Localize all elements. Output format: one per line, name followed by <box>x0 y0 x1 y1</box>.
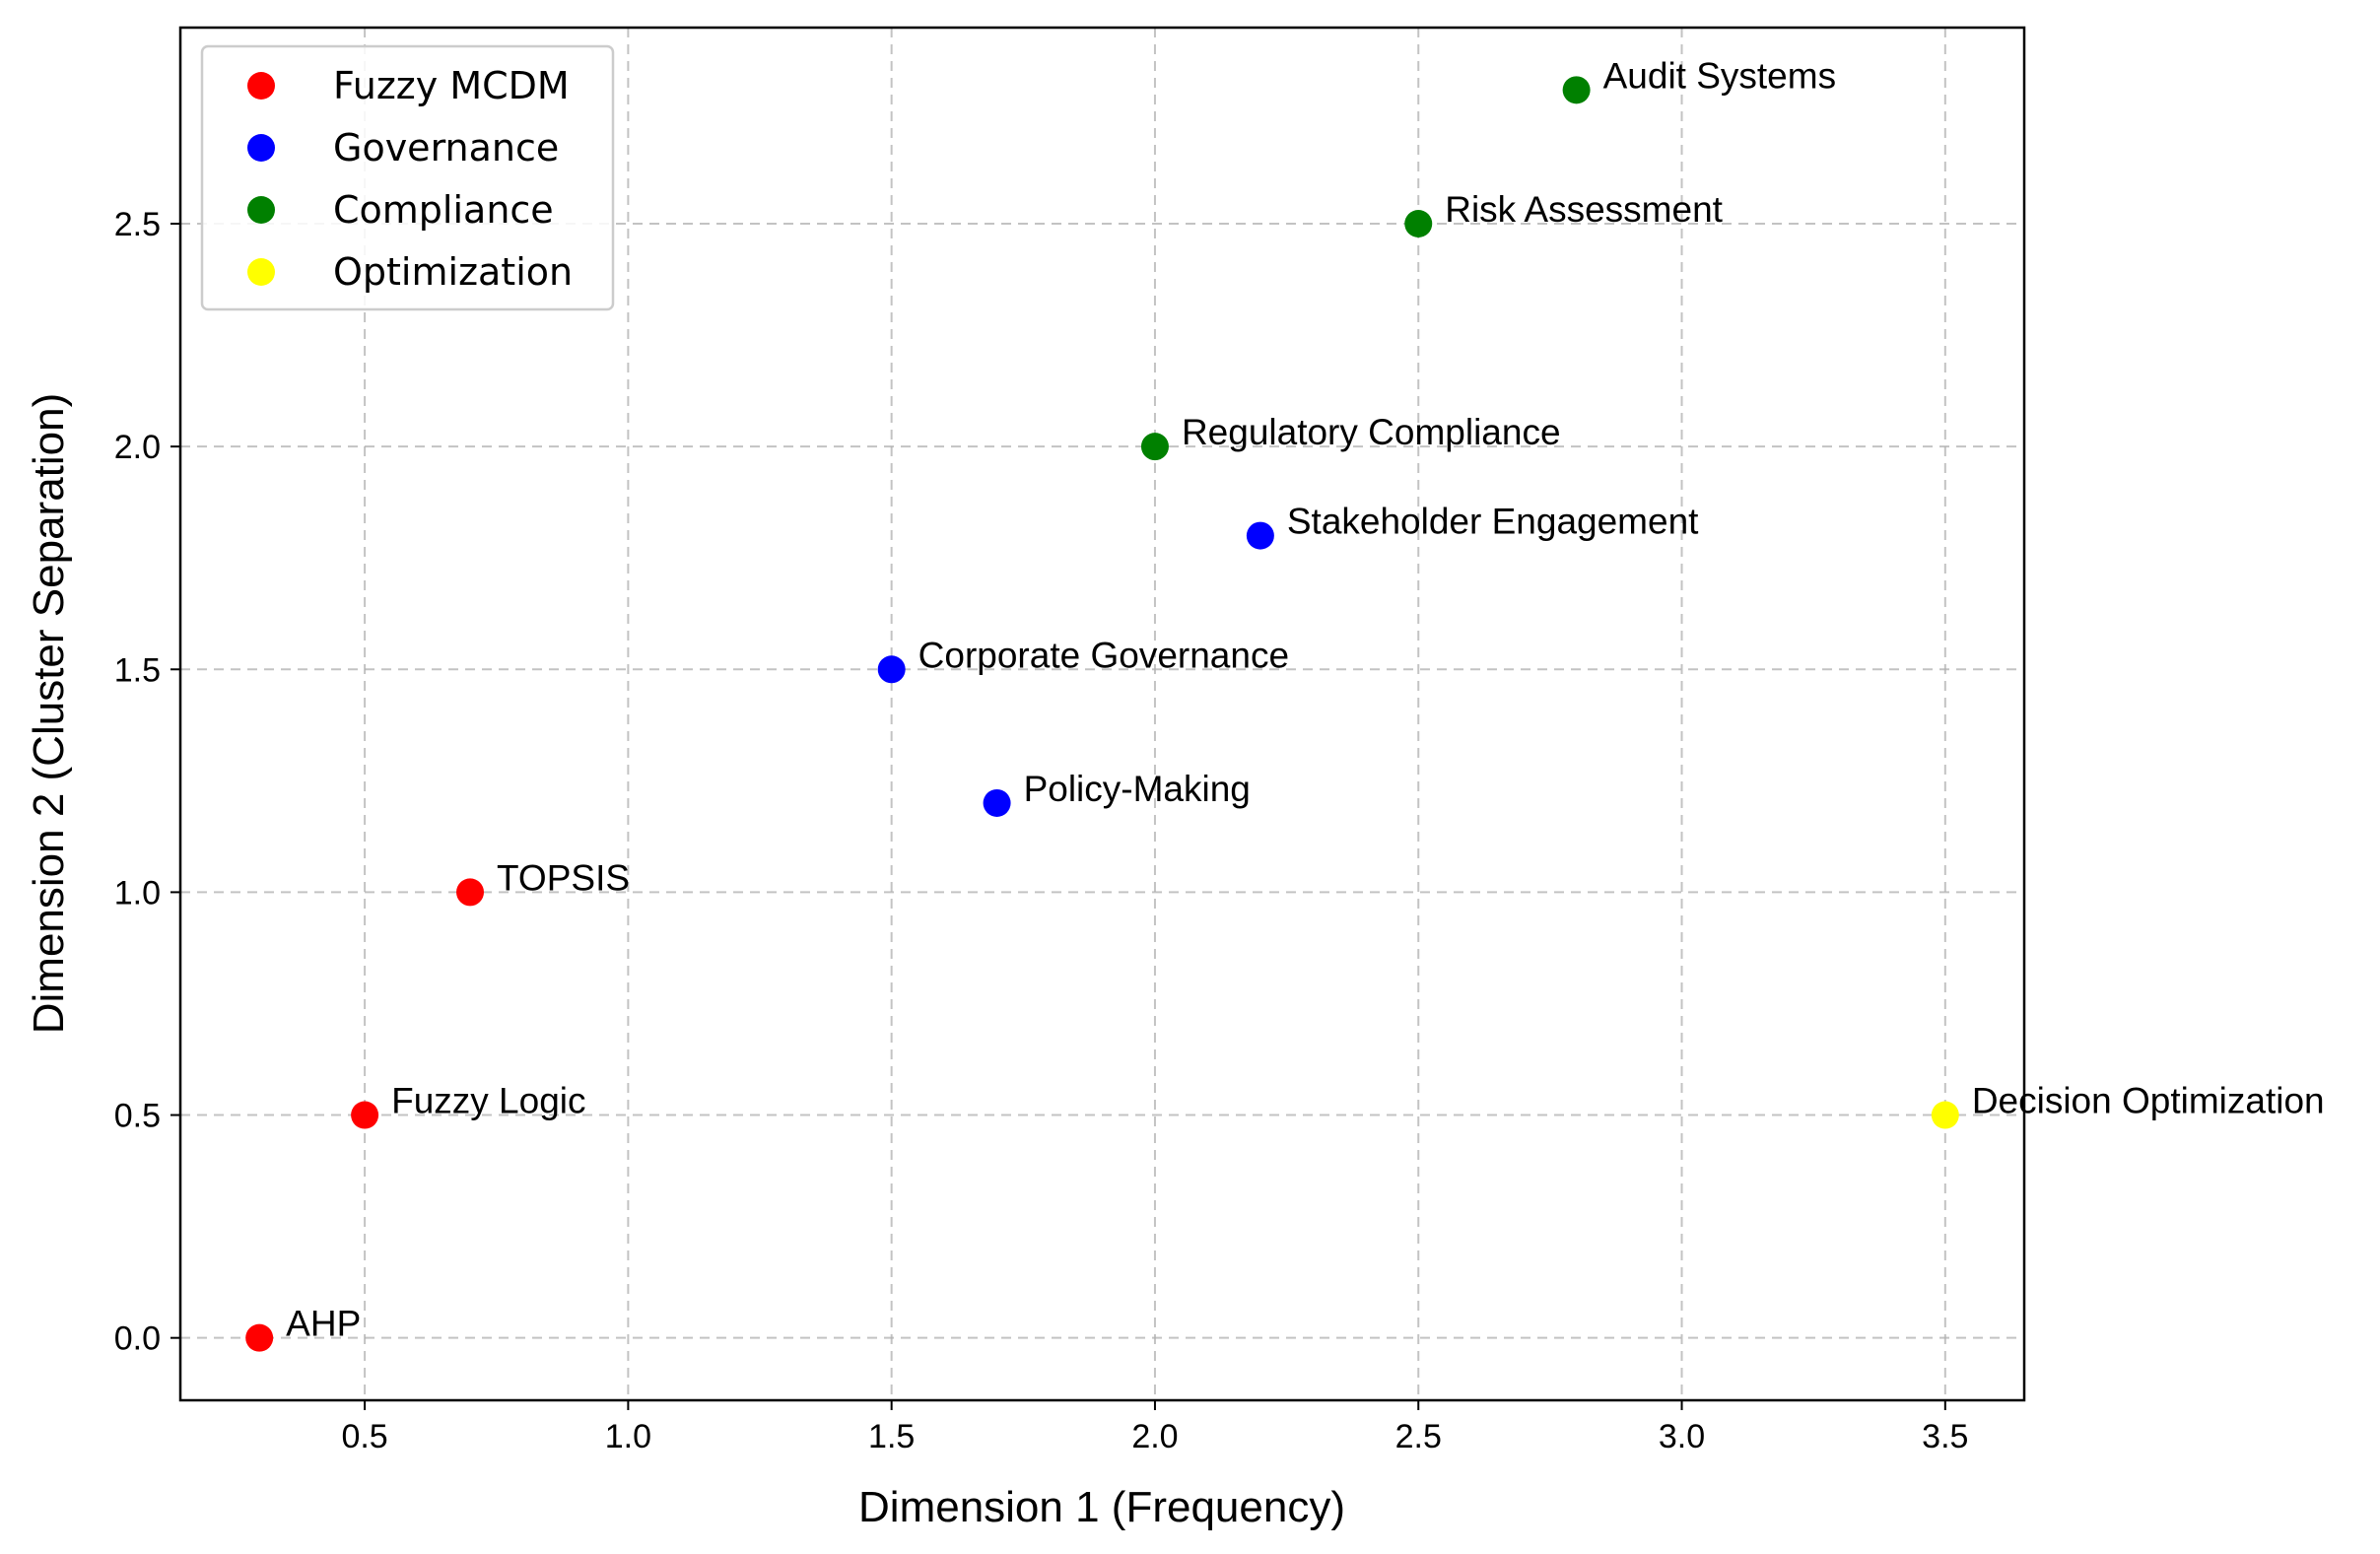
legend-marker <box>247 258 275 286</box>
y-tick-label: 0.5 <box>114 1098 161 1135</box>
y-tick-label: 2.0 <box>114 429 161 466</box>
data-point-label: Policy-Making <box>1024 769 1251 809</box>
x-tick-label: 1.0 <box>605 1418 651 1455</box>
data-point <box>1246 521 1274 550</box>
x-axis-title: Dimension 1 (Frequency) <box>858 1483 1345 1531</box>
data-point-label: Corporate Governance <box>918 635 1289 675</box>
data-point-label: Risk Assessment <box>1445 189 1723 230</box>
x-tick-label: 0.5 <box>341 1418 387 1455</box>
y-tick-label: 0.0 <box>114 1320 161 1358</box>
plot-area-frame <box>178 26 2026 1402</box>
x-tick-label: 2.0 <box>1131 1418 1178 1455</box>
data-point <box>877 655 906 684</box>
data-point <box>1931 1101 1959 1129</box>
data-point <box>245 1323 274 1352</box>
data-point <box>351 1101 379 1129</box>
data-point-label: TOPSIS <box>497 857 630 898</box>
legend-marker <box>247 72 275 100</box>
legend-label: Compliance <box>333 188 554 232</box>
data-labels: AHP Fuzzy Logic TOPSIS Corporate Governance… <box>286 55 2324 1343</box>
data-point <box>456 878 485 907</box>
data-point-label: Stakeholder Engagement <box>1287 502 1699 542</box>
legend-label: Fuzzy MCDM <box>333 64 570 107</box>
x-tick-label: 1.5 <box>868 1418 915 1455</box>
data-point <box>1140 433 1169 461</box>
data-point-label: Decision Optimization <box>1972 1081 2325 1121</box>
data-point <box>1404 210 1433 237</box>
data-markers <box>245 76 1959 1352</box>
y-tick-label: 2.5 <box>114 206 161 243</box>
legend-marker <box>247 196 275 224</box>
data-point <box>1562 76 1591 104</box>
legend: Fuzzy MCDM Governance Compliance Optimizati… <box>200 44 615 311</box>
data-point-label: Regulatory Compliance <box>1182 412 1561 452</box>
legend-label: Governance <box>333 126 559 169</box>
data-point <box>983 788 1011 817</box>
x-tick-label: 3.0 <box>1659 1418 1705 1455</box>
legend-frame <box>200 44 615 311</box>
y-axis-title: Dimension 2 (Cluster Separation) <box>25 393 73 1035</box>
data-point-label: Fuzzy Logic <box>391 1081 585 1121</box>
legend-label: Optimization <box>333 250 573 294</box>
data-point-label: Audit Systems <box>1603 55 1836 96</box>
y-tick-label: 1.0 <box>114 874 161 912</box>
x-tick-label: 3.5 <box>1922 1418 1968 1455</box>
data-point-label: AHP <box>286 1304 361 1344</box>
y-tick-label: 1.5 <box>114 651 161 689</box>
legend-marker <box>247 134 275 162</box>
x-tick-label: 2.5 <box>1395 1418 1442 1455</box>
axis-ticks: 0.5 1.0 1.5 2.0 2.5 3.0 3.5 0.0 0.5 1.0 1.5 2.0 2.5 <box>114 206 1969 1455</box>
